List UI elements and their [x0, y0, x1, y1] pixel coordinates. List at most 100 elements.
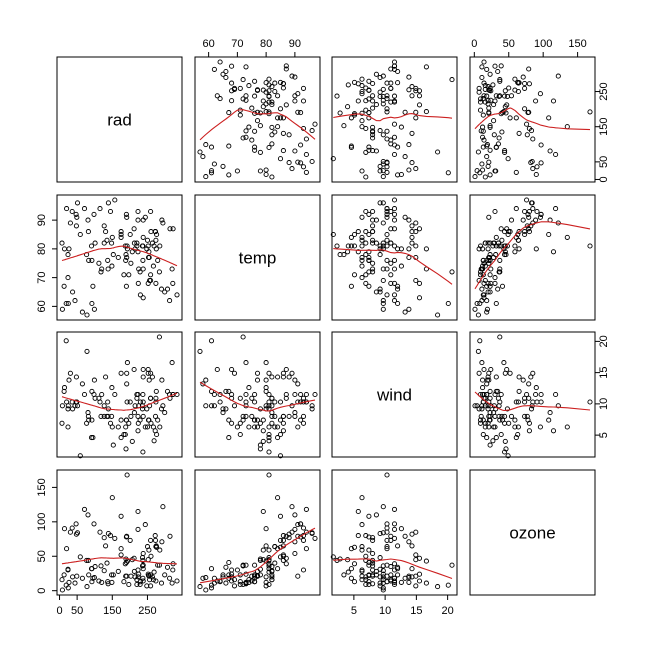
point-wind-ozone [533, 385, 539, 391]
point-wind-temp [280, 370, 286, 376]
point-wind-temp [211, 403, 217, 409]
point-wind-temp [292, 391, 298, 398]
point-temp-wind [413, 277, 419, 284]
point-temp-wind [370, 229, 376, 235]
point-wind-temp [275, 374, 281, 380]
point-wind-rad [140, 366, 146, 373]
point-rad-wind [380, 73, 386, 79]
point-rad-ozone [529, 158, 535, 165]
x-tick-label-temp: 80 [260, 38, 272, 50]
point-wind-rad [135, 413, 141, 419]
point-wind-ozone [520, 377, 526, 383]
point-ozone-temp [283, 555, 289, 561]
point-ozone-rad [167, 575, 173, 581]
point-wind-temp [266, 391, 272, 398]
point-temp-ozone [493, 234, 499, 240]
point-rad-temp [280, 130, 286, 136]
point-wind-temp [237, 395, 243, 401]
point-rad-temp [283, 102, 289, 108]
point-temp-wind [384, 231, 390, 238]
point-rad-ozone [538, 160, 544, 166]
point-wind-rad [105, 413, 111, 419]
point-temp-ozone [525, 211, 531, 217]
point-temp-wind [416, 295, 423, 301]
point-wind-ozone [503, 446, 509, 452]
point-temp-wind [435, 312, 441, 318]
point-rad-ozone [487, 124, 493, 130]
point-temp-rad [131, 226, 137, 232]
point-rad-ozone [497, 93, 503, 99]
point-wind-rad [73, 374, 79, 380]
point-wind-temp [263, 403, 269, 409]
point-temp-ozone [486, 214, 492, 220]
y-tick-label-temp: 80 [36, 243, 48, 255]
point-temp-wind [384, 237, 390, 243]
point-wind-ozone [515, 424, 521, 430]
point-wind-ozone [482, 424, 488, 430]
point-wind-ozone [481, 366, 487, 373]
point-rad-wind [366, 144, 372, 150]
point-temp-rad [72, 298, 78, 304]
point-wind-rad [162, 410, 168, 416]
point-ozone-rad [162, 572, 168, 578]
point-rad-temp [240, 135, 246, 141]
point-wind-ozone [522, 395, 528, 401]
point-ozone-temp [269, 564, 275, 570]
point-temp-ozone [488, 266, 494, 272]
point-ozone-rad [98, 563, 104, 569]
point-wind-temp [266, 435, 272, 441]
point-ozone-wind [363, 581, 369, 588]
point-temp-rad [91, 306, 97, 312]
point-temp-rad [128, 260, 134, 266]
point-temp-wind [391, 217, 398, 223]
point-wind-ozone [564, 424, 570, 430]
point-ozone-temp [234, 567, 240, 573]
point-rad-temp [243, 93, 249, 99]
point-wind-ozone [486, 377, 492, 383]
point-ozone-rad [91, 521, 97, 527]
point-temp-wind [370, 260, 376, 266]
point-rad-ozone [495, 68, 501, 75]
point-wind-ozone [492, 391, 498, 398]
point-wind-ozone [530, 370, 536, 376]
point-temp-rad [158, 286, 165, 292]
point-temp-wind [359, 243, 365, 249]
point-ozone-wind [355, 508, 361, 515]
point-temp-ozone [502, 249, 508, 255]
point-wind-rad [81, 391, 88, 398]
point-temp-wind [377, 243, 383, 249]
point-ozone-rad [59, 577, 65, 583]
point-temp-wind [380, 300, 386, 307]
point-wind-ozone [515, 399, 521, 405]
point-temp-ozone [486, 257, 492, 263]
point-temp-wind [345, 243, 351, 249]
point-wind-ozone [516, 374, 522, 380]
point-ozone-temp [286, 531, 292, 537]
point-rad-temp [275, 124, 281, 130]
point-ozone-temp [263, 574, 269, 580]
point-wind-rad [105, 399, 111, 405]
point-rad-wind [391, 93, 398, 99]
point-rad-temp [300, 164, 307, 170]
point-ozone-rad [148, 553, 154, 559]
point-wind-temp [226, 435, 232, 441]
point-rad-ozone [537, 91, 543, 97]
point-temp-rad [89, 257, 95, 263]
panel-rad-rad [56, 56, 183, 183]
point-wind-rad [115, 424, 121, 430]
point-wind-rad [131, 366, 137, 373]
point-rad-ozone [482, 83, 488, 89]
point-wind-ozone [513, 435, 519, 441]
point-temp-rad [112, 197, 118, 203]
point-ozone-wind [391, 526, 398, 532]
point-temp-wind [391, 257, 398, 263]
smooth-line-temp-ozone [474, 221, 591, 290]
point-temp-wind [380, 240, 386, 246]
point-rad-wind [402, 109, 408, 115]
point-wind-rad [140, 413, 146, 419]
point-ozone-temp [263, 526, 269, 532]
point-wind-ozone [533, 391, 539, 398]
point-ozone-wind [377, 566, 383, 572]
point-temp-ozone [526, 214, 532, 220]
